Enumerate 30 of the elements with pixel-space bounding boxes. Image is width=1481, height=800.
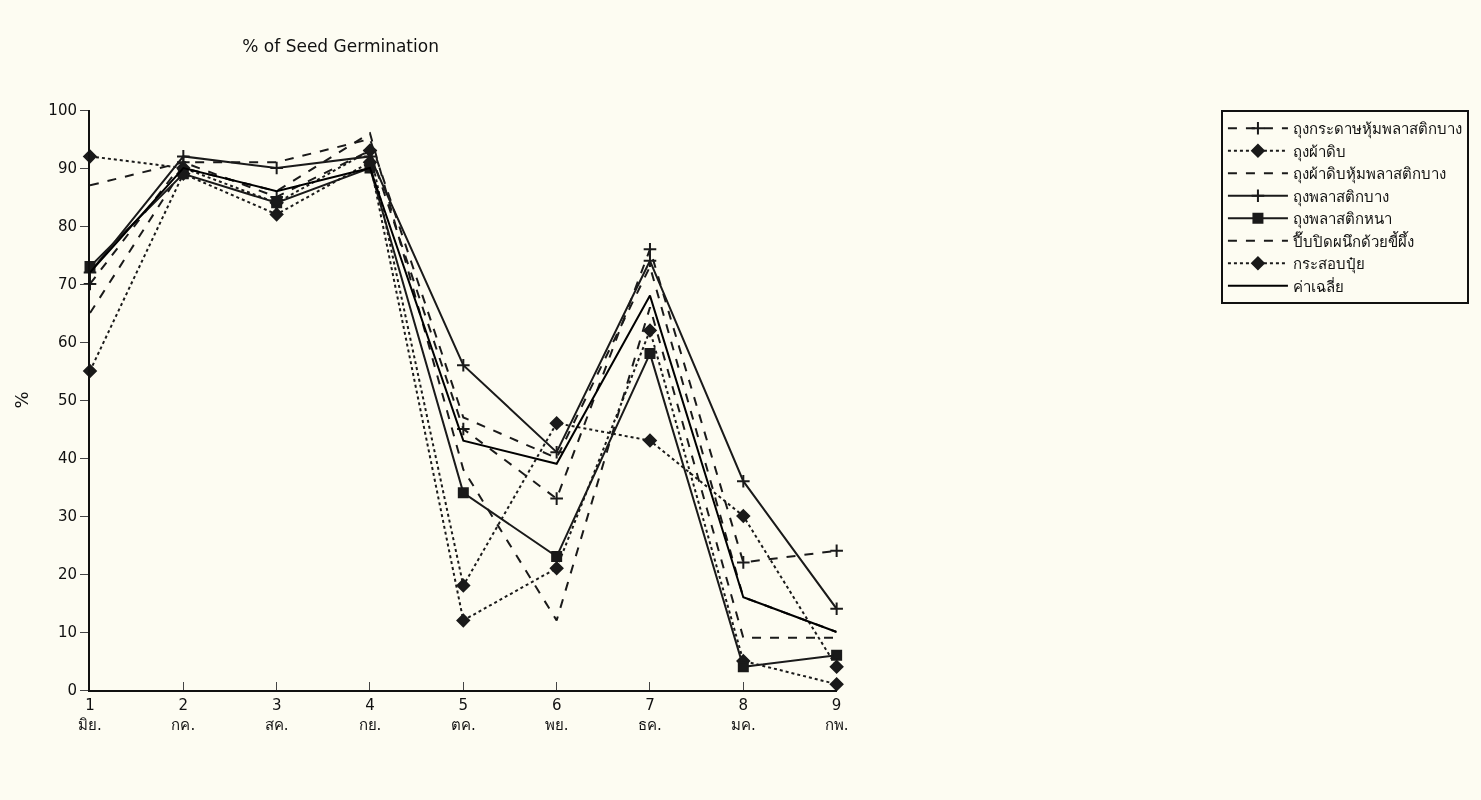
y-tick-label: 70 <box>57 275 77 294</box>
x-tick-label: 3 สค. <box>264 696 289 734</box>
y-tick-label: 100 <box>48 101 77 120</box>
legend-label: กระสอบปุ๋ย <box>1292 255 1365 275</box>
x-tick-label: 2 กค. <box>171 696 196 734</box>
y-tick-label: 80 <box>57 217 77 236</box>
x-tick-label: 4 กย. <box>358 696 382 734</box>
legend-label: ค่าเฉลี่ย <box>1292 275 1344 296</box>
y-tick-label: 90 <box>57 159 77 178</box>
legend-label: ถุงกระดาษหุ้มพลาสติกบาง <box>1292 120 1462 140</box>
legend-label: ปี๊บปิดผนึกด้วยขี้ผึ้ง <box>1291 230 1414 251</box>
legend-label: ถุงผ้าดิบหุ้มพลาสติกบาง <box>1292 165 1446 185</box>
y-tick-label: 10 <box>57 623 77 642</box>
y-tick-label: 50 <box>57 391 77 410</box>
chart-title: % of Seed Germination <box>242 35 439 56</box>
y-tick-label: 20 <box>57 565 77 584</box>
x-tick-label: 6 พย. <box>544 696 569 734</box>
legend-label: ถุงผ้าดิบ <box>1292 142 1346 162</box>
legend-label: ถุงพลาสติกบาง <box>1292 187 1389 207</box>
x-tick-label: 8 มค. <box>730 696 756 734</box>
y-axis-title: % <box>11 391 33 409</box>
y-tick-label: 40 <box>57 449 77 468</box>
x-tick-label: 7 ธค. <box>638 696 662 734</box>
y-tick-label: 0 <box>67 681 77 700</box>
x-tick-label: 5 ตค. <box>450 696 476 734</box>
legend-label: ถุงพลาสติกหนา <box>1292 210 1392 230</box>
y-tick-label: 60 <box>57 333 77 352</box>
x-tick-label: 1 มิย. <box>78 696 102 734</box>
x-tick-label: 9 กพ. <box>824 696 849 734</box>
y-tick-label: 30 <box>57 507 77 526</box>
